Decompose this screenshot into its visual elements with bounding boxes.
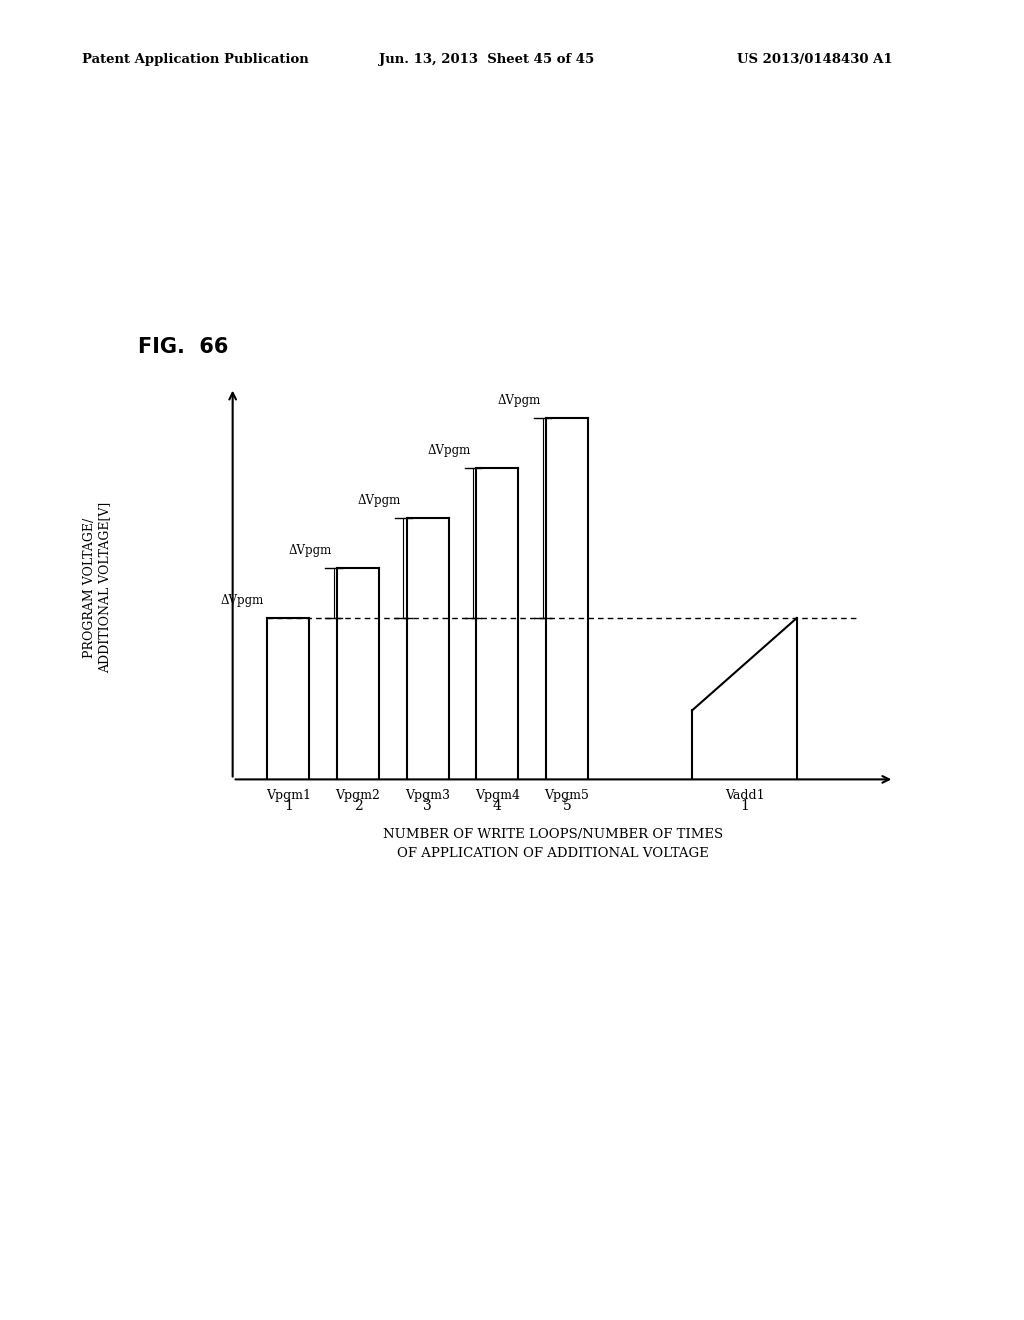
Text: 2: 2 — [353, 799, 362, 813]
Text: Vadd1: Vadd1 — [725, 789, 764, 803]
Text: ΔVpgm: ΔVpgm — [358, 494, 401, 507]
Text: ΔVpgm: ΔVpgm — [498, 393, 541, 407]
Text: ΔVpgm: ΔVpgm — [221, 594, 264, 607]
Text: OF APPLICATION OF ADDITIONAL VOLTAGE: OF APPLICATION OF ADDITIONAL VOLTAGE — [397, 847, 709, 861]
Text: Vpgm4: Vpgm4 — [475, 789, 520, 803]
Text: NUMBER OF WRITE LOOPS/NUMBER OF TIMES: NUMBER OF WRITE LOOPS/NUMBER OF TIMES — [383, 828, 723, 841]
Text: Vpgm5: Vpgm5 — [545, 789, 590, 803]
Text: ΔVpgm: ΔVpgm — [428, 444, 471, 457]
Text: 1: 1 — [284, 799, 293, 813]
Text: Vpgm3: Vpgm3 — [406, 789, 451, 803]
Text: Vpgm2: Vpgm2 — [336, 789, 381, 803]
Text: FIG.  66: FIG. 66 — [138, 337, 228, 356]
Text: US 2013/0148430 A1: US 2013/0148430 A1 — [737, 53, 893, 66]
Text: Patent Application Publication: Patent Application Publication — [82, 53, 308, 66]
Text: Vpgm1: Vpgm1 — [266, 789, 311, 803]
Text: 1: 1 — [740, 799, 749, 813]
Text: ΔVpgm: ΔVpgm — [289, 544, 332, 557]
Text: PROGRAM VOLTAGE/
ADDITIONAL VOLTAGE[V]: PROGRAM VOLTAGE/ ADDITIONAL VOLTAGE[V] — [83, 502, 112, 673]
Text: 5: 5 — [562, 799, 571, 813]
Text: 4: 4 — [493, 799, 502, 813]
Text: Jun. 13, 2013  Sheet 45 of 45: Jun. 13, 2013 Sheet 45 of 45 — [379, 53, 594, 66]
Text: 3: 3 — [423, 799, 432, 813]
